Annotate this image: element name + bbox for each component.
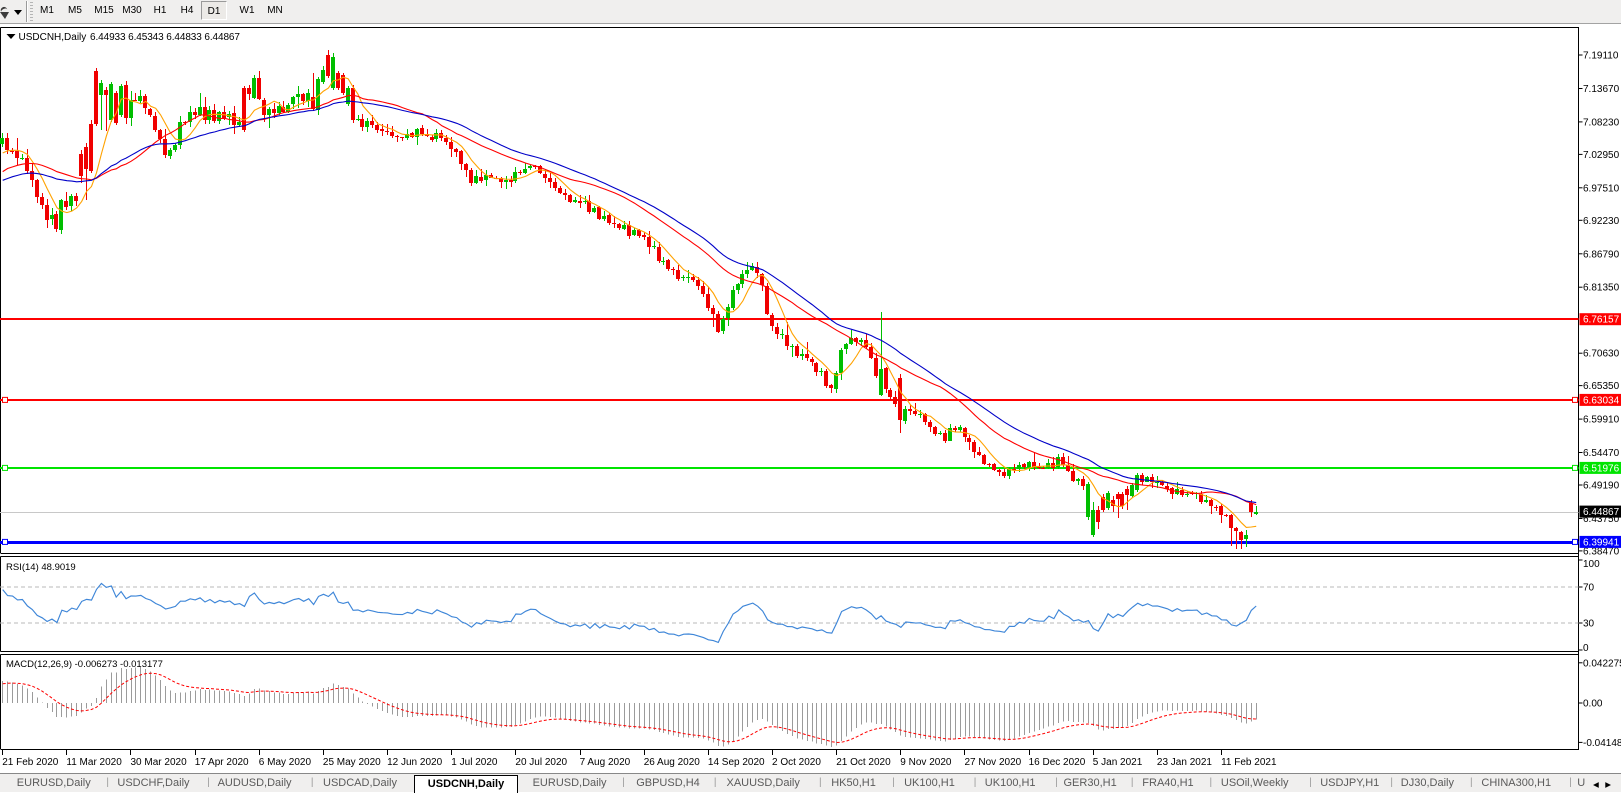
svg-text:14 Sep 2020: 14 Sep 2020 (708, 757, 765, 768)
svg-text:11 Mar 2020: 11 Mar 2020 (66, 757, 122, 768)
svg-text:12 Jun 2020: 12 Jun 2020 (387, 757, 442, 768)
svg-text:17 Apr 2020: 17 Apr 2020 (195, 757, 249, 768)
svg-text:6.44867: 6.44867 (1583, 507, 1620, 518)
svg-text:25 May 2020: 25 May 2020 (323, 757, 381, 768)
svg-text:7.19110: 7.19110 (1583, 51, 1619, 62)
svg-text:6.70630: 6.70630 (1583, 349, 1620, 360)
svg-text:-0.04148: -0.04148 (1583, 738, 1621, 749)
svg-text:6.54470: 6.54470 (1583, 448, 1620, 459)
svg-text:9 Nov 2020: 9 Nov 2020 (900, 757, 952, 768)
svg-text:6.97510: 6.97510 (1583, 183, 1620, 194)
svg-text:26 Aug 2020: 26 Aug 2020 (644, 757, 701, 768)
svg-text:6.59910: 6.59910 (1583, 415, 1620, 426)
svg-text:1 Jul 2020: 1 Jul 2020 (451, 757, 498, 768)
svg-text:MACD(12,26,9) -0.006273 -0.013: MACD(12,26,9) -0.006273 -0.013177 (6, 659, 163, 670)
svg-text:11 Feb 2021: 11 Feb 2021 (1221, 757, 1277, 768)
svg-text:6.44933 6.45343 6.44833 6.4486: 6.44933 6.45343 6.44833 6.44867 (90, 32, 240, 43)
svg-text:RSI(14) 48.9019: RSI(14) 48.9019 (6, 562, 76, 573)
svg-text:5 Jan 2021: 5 Jan 2021 (1093, 757, 1143, 768)
svg-text:27 Nov 2020: 27 Nov 2020 (965, 757, 1022, 768)
svg-text:30 Mar 2020: 30 Mar 2020 (131, 757, 188, 768)
svg-text:6.65350: 6.65350 (1583, 381, 1620, 392)
svg-text:7.13670: 7.13670 (1583, 84, 1620, 95)
svg-text:6.92230: 6.92230 (1583, 216, 1620, 227)
svg-text:16 Dec 2020: 16 Dec 2020 (1029, 757, 1086, 768)
svg-text:21 Oct 2020: 21 Oct 2020 (836, 757, 891, 768)
svg-text:6 May 2020: 6 May 2020 (259, 757, 312, 768)
svg-text:6.81350: 6.81350 (1583, 283, 1620, 294)
svg-text:21 Feb 2020: 21 Feb 2020 (2, 757, 59, 768)
svg-text:6.86790: 6.86790 (1583, 249, 1620, 260)
svg-text:7.08230: 7.08230 (1583, 117, 1620, 128)
svg-text:7.02950: 7.02950 (1583, 150, 1620, 161)
svg-text:0.042275: 0.042275 (1583, 658, 1621, 669)
svg-text:USDCNH,Daily: USDCNH,Daily (19, 32, 87, 43)
svg-text:7 Aug 2020: 7 Aug 2020 (580, 757, 631, 768)
svg-text:70: 70 (1583, 583, 1595, 594)
svg-text:30: 30 (1583, 619, 1595, 630)
svg-text:6.76157: 6.76157 (1583, 315, 1620, 326)
svg-text:100: 100 (1583, 559, 1600, 570)
svg-text:6.39941: 6.39941 (1583, 537, 1620, 548)
svg-text:0.00: 0.00 (1583, 699, 1603, 710)
svg-text:6.49190: 6.49190 (1583, 481, 1620, 492)
svg-text:6.51976: 6.51976 (1583, 463, 1620, 474)
svg-text:20 Jul 2020: 20 Jul 2020 (515, 757, 567, 768)
svg-text:6.63034: 6.63034 (1583, 395, 1620, 406)
svg-text:2 Oct 2020: 2 Oct 2020 (772, 757, 821, 768)
svg-text:0: 0 (1583, 643, 1589, 654)
svg-text:23 Jan 2021: 23 Jan 2021 (1157, 757, 1212, 768)
